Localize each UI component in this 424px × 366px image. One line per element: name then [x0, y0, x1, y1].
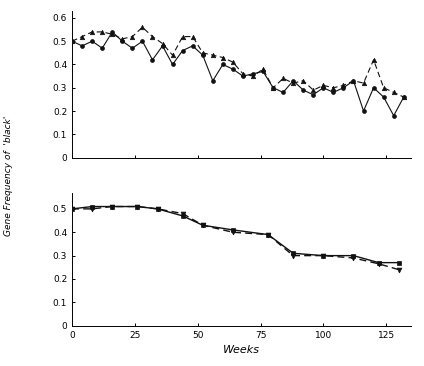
X-axis label: Weeks: Weeks: [223, 345, 260, 355]
Text: Gene Frequency of  'black': Gene Frequency of 'black': [4, 116, 13, 236]
